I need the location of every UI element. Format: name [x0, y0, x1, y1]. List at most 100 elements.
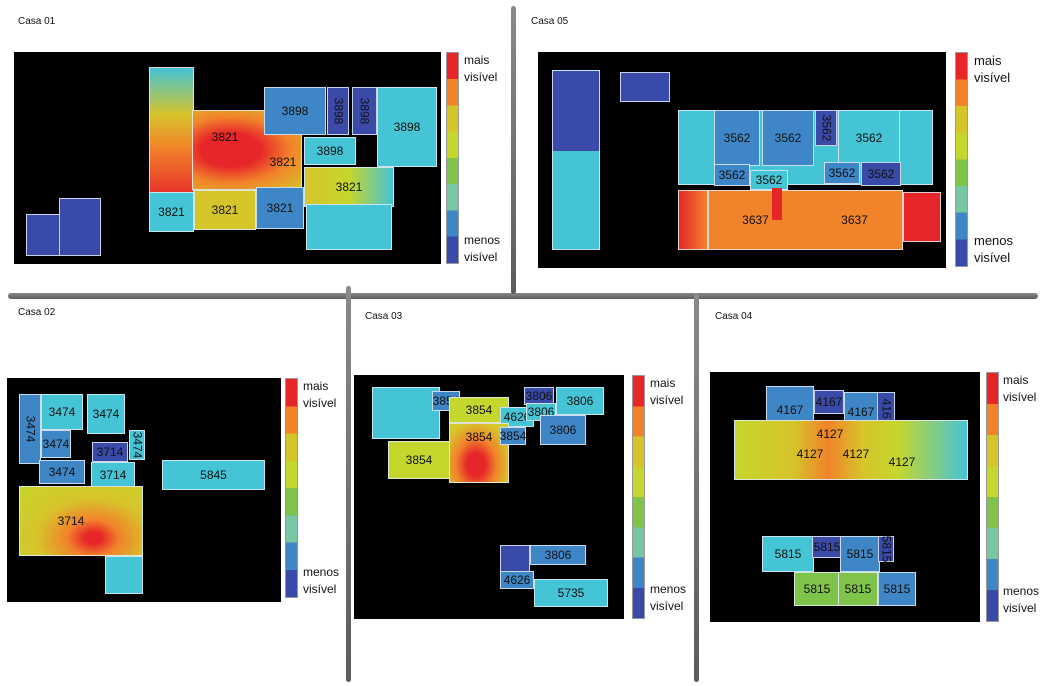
casa-04-room-value: 4167 — [776, 403, 804, 417]
casa-04-room: 4167 — [814, 390, 844, 414]
casa-05-room: 3562 — [762, 110, 814, 166]
casa-05-room-value: 3562 — [819, 114, 834, 142]
legend-high-label: mais — [974, 53, 1002, 68]
casa-04-room: 5815 — [838, 572, 878, 606]
legend-high-label: mais — [464, 53, 490, 67]
casa-05-room: 3562 — [824, 162, 860, 184]
casa-05-room-value: 3562 — [723, 131, 751, 145]
casa-02-room: 3474 — [41, 394, 83, 430]
casa-01-room-value: 3821 — [269, 155, 297, 169]
casa-05-room-value: 3562 — [828, 166, 856, 180]
casa-01-room: 3898 — [304, 137, 356, 165]
vertical-separator-top — [511, 6, 516, 294]
legend-low-label: menos — [1003, 584, 1040, 598]
legend-low-label-2: visível — [650, 599, 684, 613]
casa-03-room-value: 4626 — [503, 573, 531, 587]
casa-01-room — [306, 204, 392, 250]
casa-04-room-value: 5815 — [803, 582, 831, 596]
casa-02-room-value: 3714 — [96, 445, 124, 459]
casa-02-room: 3474 — [19, 394, 41, 464]
casa-04-room-value: 4127 — [816, 427, 844, 441]
casa-04-room-value: 4127 — [888, 455, 916, 469]
legend-low-label: menos — [303, 565, 340, 579]
casa-01-room: 3821 — [304, 167, 394, 207]
legend-low-label-2: visível — [974, 250, 1011, 265]
casa-03-room-value: 3806 — [525, 389, 553, 403]
casa-03-room-value: 3806 — [566, 394, 594, 408]
casa-01-plan: 3898 3898 3898 3898 3821 3821 3898 3821 … — [14, 52, 441, 264]
casa-04-room-value: 5815 — [844, 582, 872, 596]
casa-01-room: 3821 — [149, 192, 194, 232]
casa-05-room: 3562 — [838, 110, 900, 166]
casa-04-room-value: 5815 — [883, 582, 911, 596]
casa-02-room: 3714 — [91, 462, 135, 488]
casa-01-room-value: 3898 — [357, 97, 372, 125]
casa-01-legend-high: mais visível — [464, 52, 497, 86]
casa-05-room: 3562 — [750, 170, 788, 190]
casa-03-room-value: 3806 — [549, 423, 577, 437]
casa-04-room-value: 5815 — [846, 547, 874, 561]
casa-01-room: 3821 — [252, 147, 314, 177]
casa-01-title: Casa 01 — [18, 16, 56, 27]
casa-03-room: 3854 — [449, 397, 509, 423]
casa-05-legend-low: menos visível — [974, 232, 1013, 266]
casa-03-room: 4626 — [500, 571, 534, 589]
casa-05-room — [772, 188, 782, 220]
casa-05-room: 3562 — [861, 162, 901, 186]
casa-02-room: 3474 — [129, 430, 145, 460]
casa-01-room-value: 3821 — [211, 129, 239, 144]
casa-01-room-value: 3821 — [211, 203, 239, 217]
casa-01-room: 3821 — [164, 92, 294, 177]
casa-02-room: 3714 — [92, 442, 128, 462]
casa-03-room-value: 4626 — [503, 410, 531, 424]
casa-02-room-value: 3474 — [23, 415, 38, 443]
casa-03-room: 3806 — [524, 387, 554, 405]
casa-05-room: 3637 — [806, 190, 903, 250]
casa-02-room — [105, 556, 143, 594]
casa-04-room: 5815 — [878, 536, 894, 562]
legend-low-label: menos — [464, 233, 501, 247]
horizontal-separator — [8, 293, 1038, 299]
casa-01-room — [59, 198, 101, 256]
casa-03-room — [372, 387, 440, 439]
casa-04-room-value: 5815 — [774, 547, 802, 561]
vertical-separator-left — [346, 286, 351, 682]
casa-04-legend-low: menos visível — [1003, 583, 1039, 617]
casa-01-room-value: 3898 — [316, 144, 344, 158]
casa-05-legend-bar — [955, 52, 968, 267]
casa-02-room-value: 5845 — [200, 468, 227, 482]
legend-high-label-2: visível — [1003, 390, 1037, 404]
casa-04-plan: 4167 4167 4167 4167 4127 4127 4127 4127 … — [710, 372, 980, 622]
casa-01-room-value: 3898 — [393, 120, 421, 134]
casa-05-room: 3562 — [815, 110, 837, 146]
casa-04-room: 5815 — [840, 536, 880, 572]
casa-05-room-value: 3562 — [774, 131, 802, 145]
casa-04-room — [734, 420, 968, 480]
casa-05-room-value: 3637 — [841, 213, 868, 227]
casa-03-room-value: 3854 — [465, 430, 493, 444]
casa-02-legend-bar — [285, 378, 298, 598]
casa-03-legend-high: mais visível — [650, 375, 683, 409]
casa-05-room: 3562 — [714, 164, 750, 186]
casa-01-room-value: 3898 — [281, 104, 309, 118]
casa-02-title: Casa 02 — [18, 307, 56, 318]
casa-03-room-value: 3806 — [544, 548, 572, 562]
casa-02-legend-low: menos visível — [303, 564, 339, 598]
casa-04-room: 4127 — [878, 450, 926, 474]
casa-01-room-value: 3821 — [335, 180, 363, 194]
casa-03-legend-low: menos visível — [650, 581, 686, 615]
casa-02-room: 5845 — [162, 460, 265, 490]
casa-04-room: 5815 — [794, 572, 840, 606]
casa-04-title: Casa 04 — [715, 311, 753, 322]
legend-low-label-2: visível — [303, 582, 337, 596]
casa-02-room: 3474 — [41, 430, 71, 458]
casa-05-room — [903, 192, 941, 242]
legend-low-label-2: visível — [1003, 601, 1037, 615]
casa-01-room-value: 3821 — [158, 205, 185, 219]
casa-03-legend-bar — [632, 375, 645, 619]
casa-02-room-value: 3714 — [99, 468, 127, 482]
casa-05-room — [620, 72, 670, 102]
casa-04-room: 5815 — [878, 572, 916, 606]
legend-high-label: mais — [1003, 373, 1029, 387]
casa-03-room: 3806 — [556, 387, 604, 415]
